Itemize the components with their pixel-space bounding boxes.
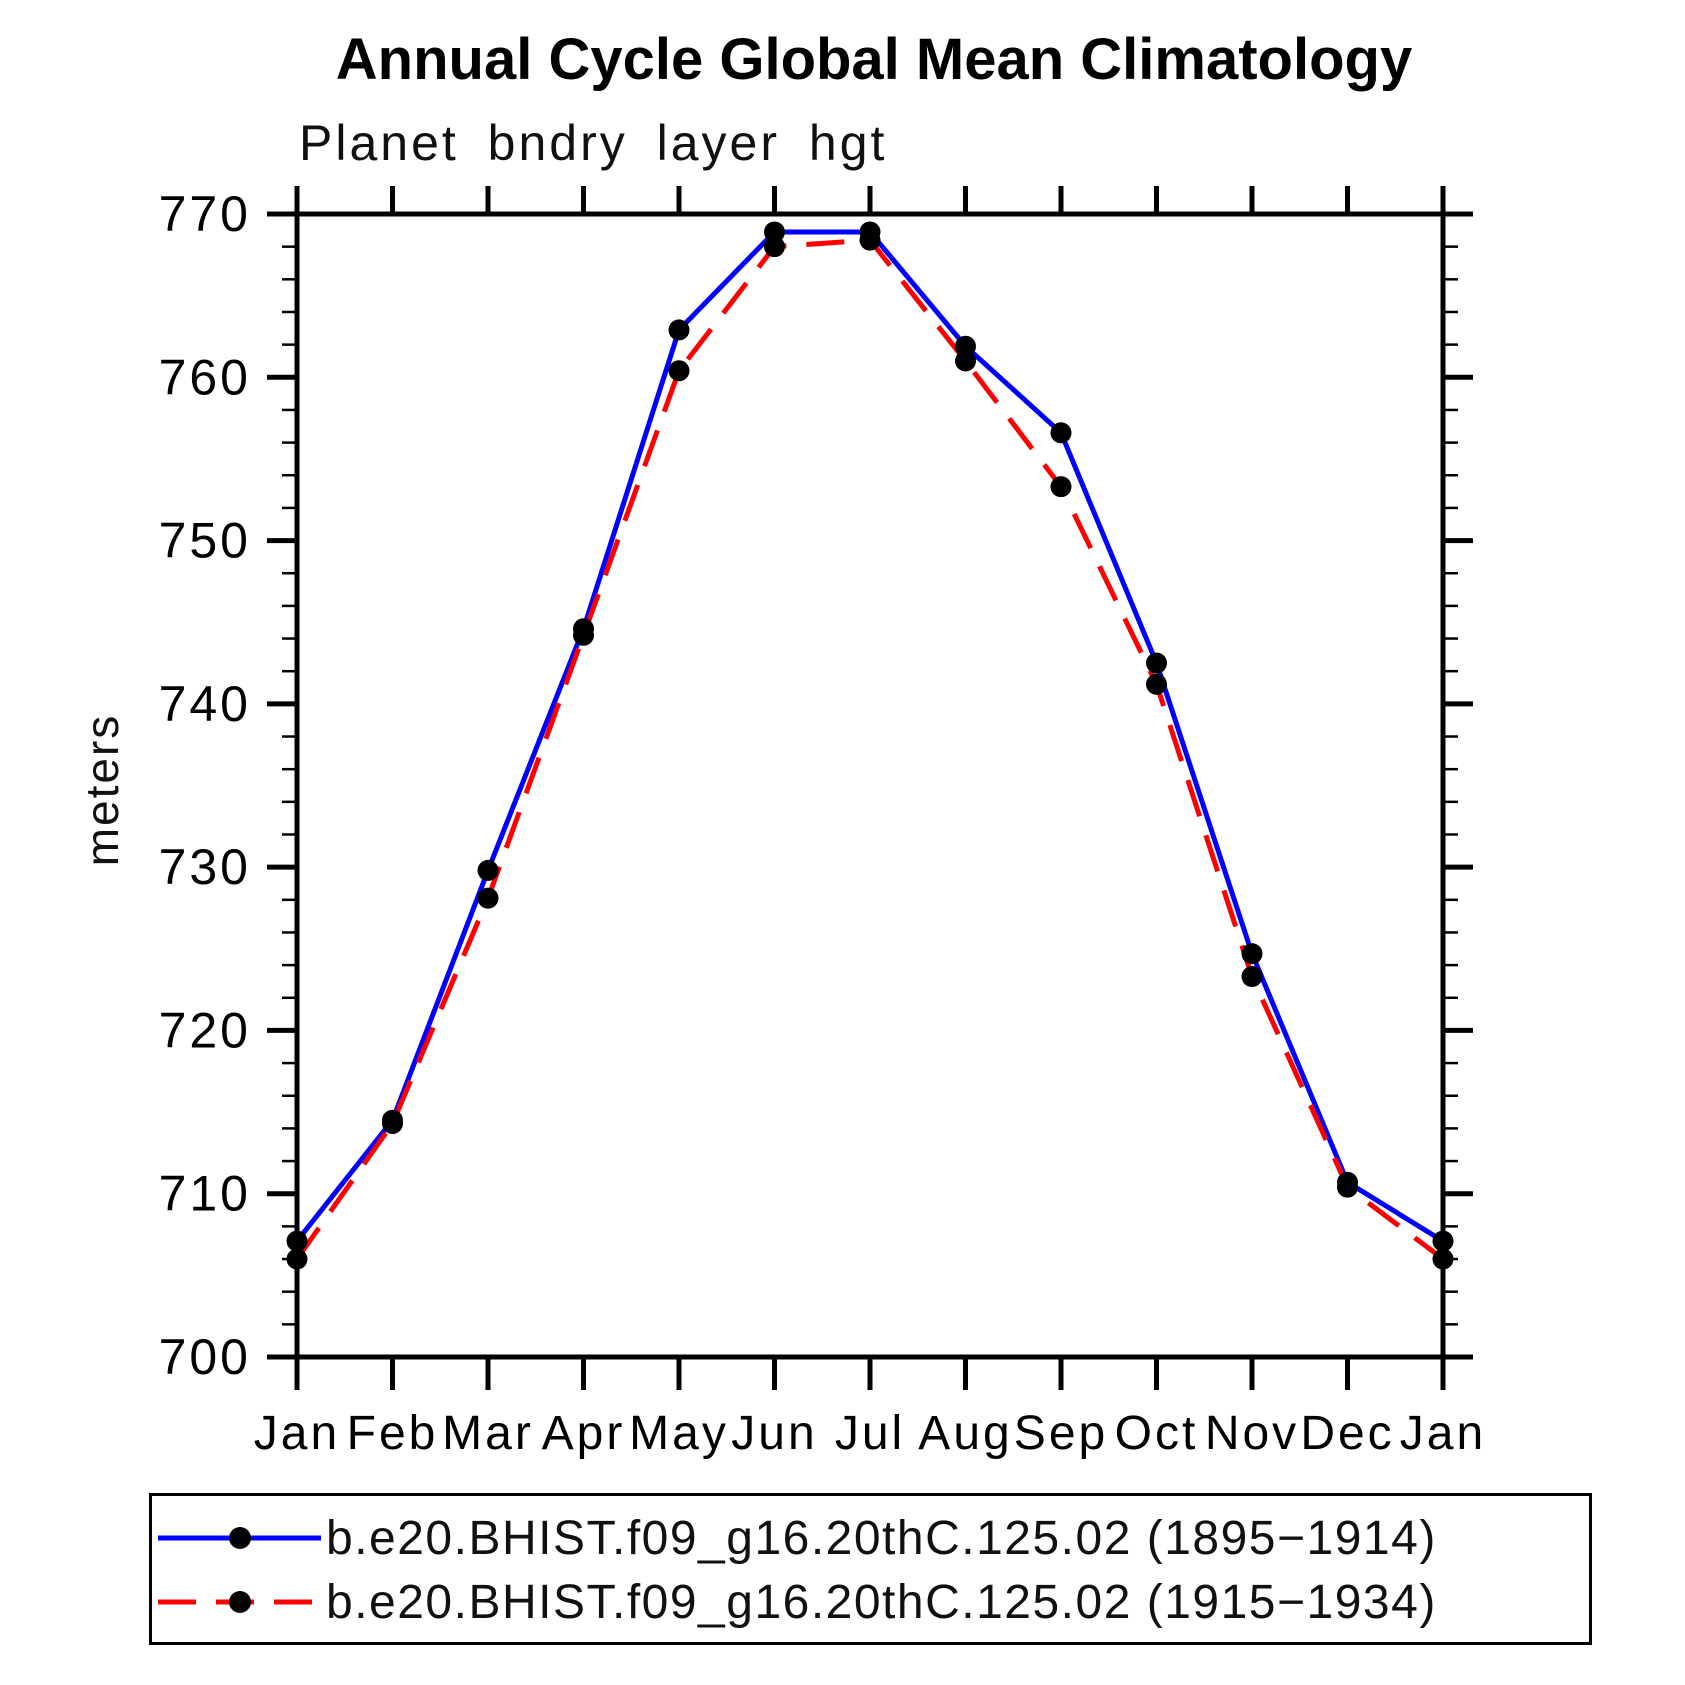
data-point-s0 <box>1050 422 1072 444</box>
x-tick-label: Apr <box>542 1407 626 1460</box>
legend-item-series-0: b.e20.BHIST.f09_g16.20thC.125.02 (1895−1… <box>152 1506 1589 1570</box>
data-point-s1 <box>668 360 690 382</box>
data-point-s1 <box>1337 1176 1358 1198</box>
legend-label: b.e20.BHIST.f09_g16.20thC.125.02 (1895−1… <box>326 1511 1437 1565</box>
x-tick-label: Dec <box>1300 1407 1394 1460</box>
y-tick-label: 700 <box>159 1329 251 1385</box>
data-point-s1 <box>764 236 785 258</box>
x-tick-label: Jan <box>254 1407 340 1460</box>
y-tick-label: 740 <box>159 676 251 732</box>
legend-marker-icon <box>229 1591 251 1613</box>
x-tick-label: Nov <box>1205 1407 1299 1460</box>
y-tick-label: 710 <box>159 1166 251 1222</box>
data-point-s1 <box>286 1248 308 1270</box>
data-point-s1 <box>382 1113 403 1135</box>
data-point-s1 <box>1432 1248 1454 1270</box>
legend-label: b.e20.BHIST.f09_g16.20thC.125.02 (1915−1… <box>326 1575 1437 1629</box>
data-point-s0 <box>668 319 690 341</box>
legend-line-sample-solid <box>158 1527 321 1549</box>
plot-frame <box>294 211 1446 1360</box>
data-point-s0 <box>955 335 976 357</box>
chart-title: Annual Cycle Global Mean Climatology <box>335 27 1413 92</box>
data-point-s0 <box>286 1230 308 1252</box>
data-point-s1 <box>573 624 594 646</box>
data-point-s0 <box>477 859 499 881</box>
x-tick-label: Jul <box>835 1407 905 1460</box>
legend-line-sample-dashed <box>158 1591 321 1613</box>
legend-item-series-1: b.e20.BHIST.f09_g16.20thC.125.02 (1915−1… <box>152 1570 1589 1634</box>
data-point-s1 <box>1146 673 1167 695</box>
x-tick-label: Jun <box>731 1407 817 1460</box>
data-point-s0 <box>1241 943 1263 965</box>
x-tick-label: Oct <box>1115 1407 1199 1460</box>
x-tick-label: Sep <box>1014 1407 1108 1460</box>
data-point-s1 <box>859 229 881 251</box>
y-tick-label: 730 <box>159 839 251 895</box>
data-point-s0 <box>764 221 785 243</box>
legend: b.e20.BHIST.f09_g16.20thC.125.02 (1895−1… <box>149 1493 1592 1645</box>
x-tick-label: Jan <box>1400 1407 1486 1460</box>
y-tick-label: 720 <box>159 1002 251 1058</box>
series-line-0 <box>295 229 1445 1244</box>
data-point-s1 <box>1241 966 1263 988</box>
data-point-s0 <box>1432 1230 1454 1252</box>
x-tick-label: Aug <box>918 1407 1012 1460</box>
y-tick-label: 750 <box>159 513 251 569</box>
series-line-1 <box>294 237 1445 1262</box>
x-tick-label: Feb <box>347 1407 439 1460</box>
chart-subtitle: Planet bndry layer hgt <box>299 115 888 171</box>
legend-marker-icon <box>229 1527 251 1549</box>
data-point-s1 <box>1050 476 1072 498</box>
y-tick-label: 760 <box>159 349 251 405</box>
data-point-s1 <box>477 887 499 909</box>
y-tick-label: 770 <box>159 186 251 242</box>
x-tick-label: Mar <box>442 1407 534 1460</box>
x-tick-label: May <box>629 1407 729 1460</box>
data-point-s0 <box>1146 652 1167 674</box>
data-point-s1 <box>955 350 976 372</box>
